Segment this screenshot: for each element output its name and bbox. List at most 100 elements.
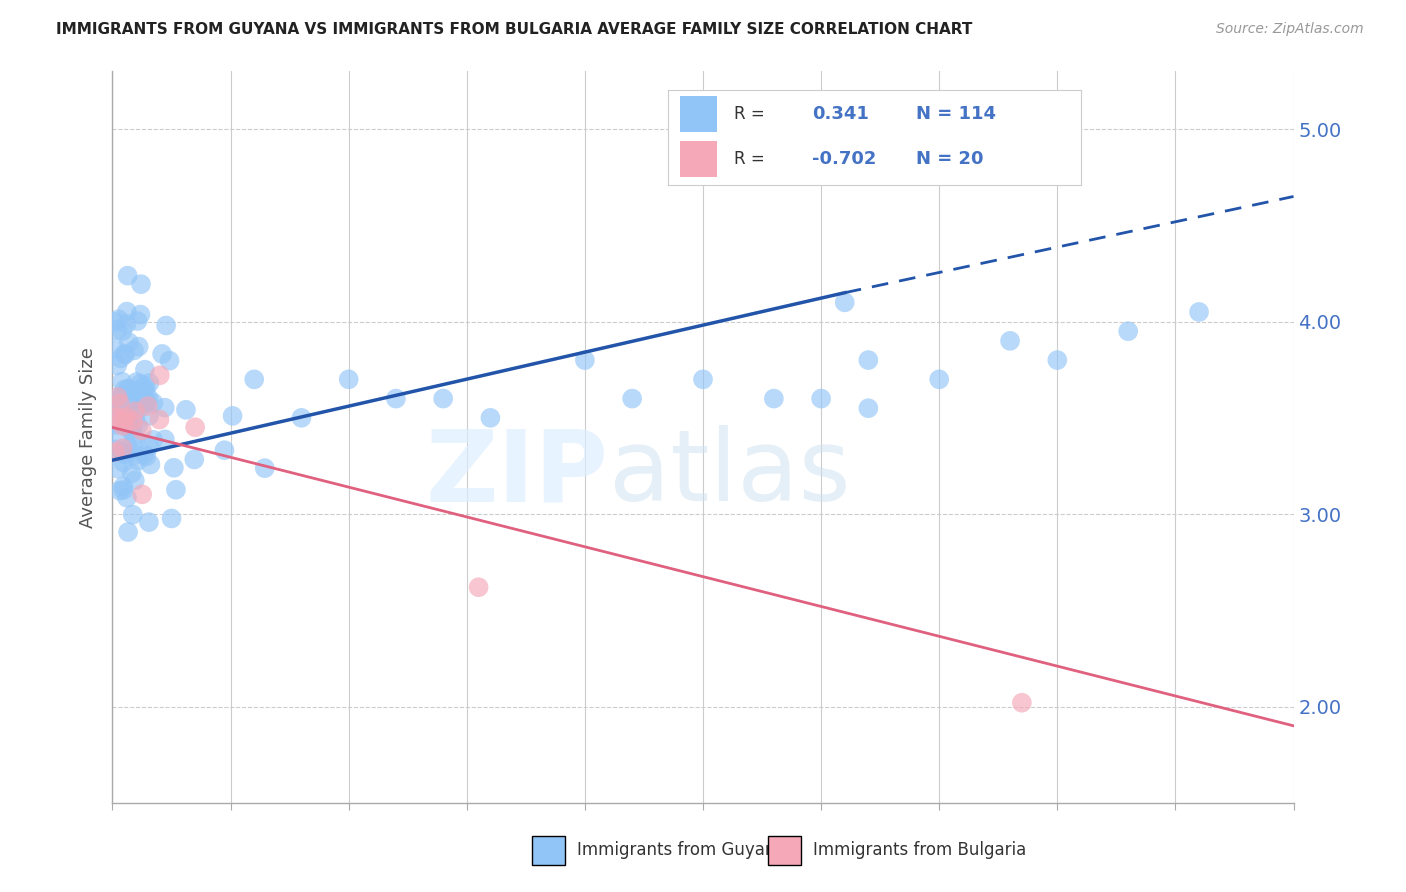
Point — [858, 353, 880, 368]
Text: Immigrants from Bulgaria: Immigrants from Bulgaria — [813, 841, 1026, 859]
Point — [128, 401, 150, 415]
Point — [135, 396, 157, 410]
Point — [129, 392, 152, 406]
Point — [112, 383, 135, 397]
Point — [112, 446, 135, 460]
Point — [159, 353, 181, 368]
Point — [115, 448, 138, 462]
Point — [121, 467, 143, 481]
Point — [112, 479, 135, 493]
Point — [1116, 324, 1139, 338]
Point — [183, 452, 205, 467]
Point — [108, 483, 131, 498]
Point — [112, 456, 135, 470]
Point — [114, 416, 136, 430]
Point — [150, 347, 173, 361]
Text: atlas: atlas — [609, 425, 851, 522]
Point — [128, 383, 150, 397]
Point — [112, 483, 135, 497]
Point — [127, 418, 149, 433]
Point — [574, 353, 596, 368]
Point — [762, 392, 785, 406]
Point — [134, 447, 156, 461]
Point — [117, 441, 139, 455]
Point — [127, 314, 149, 328]
Point — [253, 461, 276, 475]
Point — [163, 460, 186, 475]
Point — [153, 433, 176, 447]
Point — [834, 295, 856, 310]
Point — [115, 409, 138, 424]
Point — [148, 412, 170, 426]
Point — [124, 448, 146, 462]
Point — [117, 409, 139, 423]
Point — [131, 487, 153, 501]
Point — [122, 414, 145, 428]
Point — [138, 440, 160, 454]
Point — [998, 334, 1021, 348]
Point — [107, 312, 129, 326]
Point — [479, 410, 502, 425]
Point — [1188, 305, 1211, 319]
Point — [117, 382, 139, 396]
Point — [153, 401, 176, 415]
Point — [124, 434, 146, 448]
Point — [129, 376, 152, 391]
Point — [117, 382, 139, 396]
Point — [111, 375, 134, 389]
Point — [111, 412, 134, 426]
Point — [142, 433, 165, 447]
Point — [104, 413, 127, 427]
Point — [127, 453, 149, 467]
Point — [432, 392, 454, 406]
Point — [117, 268, 139, 283]
Point — [111, 441, 134, 455]
Text: Immigrants from Guyana: Immigrants from Guyana — [576, 841, 785, 859]
Point — [124, 409, 146, 424]
Point — [124, 404, 146, 418]
Point — [120, 398, 142, 412]
Point — [928, 372, 950, 386]
Point — [184, 420, 207, 434]
Point — [117, 415, 139, 429]
Point — [134, 362, 156, 376]
Point — [337, 372, 360, 386]
Point — [107, 462, 129, 476]
Point — [135, 379, 157, 393]
Point — [160, 511, 183, 525]
Point — [138, 409, 160, 423]
Point — [108, 396, 131, 410]
FancyBboxPatch shape — [768, 836, 801, 865]
Point — [124, 474, 146, 488]
Point — [111, 324, 134, 338]
Text: ZIP: ZIP — [426, 425, 609, 522]
Point — [131, 423, 153, 437]
Text: Source: ZipAtlas.com: Source: ZipAtlas.com — [1216, 22, 1364, 37]
Point — [385, 392, 408, 406]
Point — [134, 384, 156, 398]
Point — [105, 411, 128, 425]
Point — [108, 399, 131, 413]
Point — [122, 419, 145, 434]
Point — [221, 409, 243, 423]
Point — [107, 390, 129, 404]
Point — [149, 368, 172, 383]
Point — [104, 415, 127, 429]
Point — [105, 323, 128, 337]
Point — [142, 396, 165, 410]
Point — [174, 402, 197, 417]
Point — [111, 418, 134, 433]
Point — [858, 401, 880, 416]
Text: IMMIGRANTS FROM GUYANA VS IMMIGRANTS FROM BULGARIA AVERAGE FAMILY SIZE CORRELATI: IMMIGRANTS FROM GUYANA VS IMMIGRANTS FRO… — [56, 22, 973, 37]
Point — [138, 391, 160, 405]
Point — [114, 347, 136, 361]
Point — [243, 372, 266, 386]
Point — [129, 277, 152, 292]
Point — [115, 491, 138, 505]
Point — [117, 524, 139, 539]
Point — [122, 343, 145, 358]
Point — [165, 483, 187, 497]
Point — [114, 419, 136, 434]
Point — [692, 372, 714, 386]
Point — [138, 376, 160, 390]
